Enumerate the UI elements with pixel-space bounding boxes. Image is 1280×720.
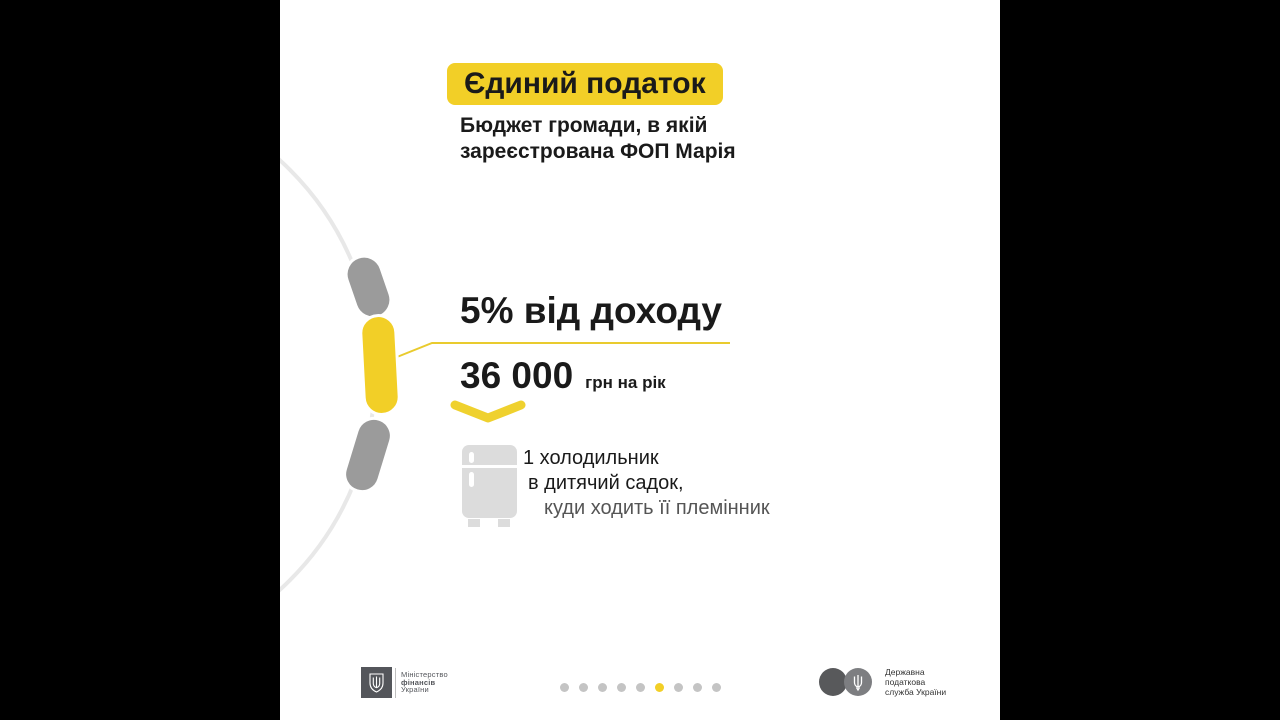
pagination-dot (712, 683, 721, 692)
callout-connector-line (396, 342, 730, 358)
refrigerator-foot-left (468, 519, 480, 527)
trident-shield-icon (361, 667, 392, 698)
pagination-dot (674, 683, 683, 692)
tax-amount-unit: грн на рік (585, 373, 666, 392)
example-text: 1 холодильник в дитячий садок, куди ходи… (523, 446, 770, 521)
tax-amount-row: 36 000 грн на рік (460, 355, 666, 397)
tax-service-logo: Державна податкова служба України (819, 667, 946, 697)
pagination-dot (617, 683, 626, 692)
pagination-dot (693, 683, 702, 692)
example-line-1: 1 холодильник (523, 447, 659, 469)
pagination-dots (560, 683, 721, 692)
subtitle: Бюджет громади, в якій зареєстрована ФОП… (460, 113, 736, 165)
pagination-dot (560, 683, 569, 692)
title-badge: Єдиний податок (447, 63, 723, 105)
tax-logo-circle (819, 668, 847, 696)
tax-service-text: Державна податкова служба України (885, 667, 946, 697)
subtitle-line-1: Бюджет громади, в якій (460, 114, 708, 137)
pagination-dot (636, 683, 645, 692)
refrigerator-handle-top (469, 452, 474, 463)
tax-amount-value: 36 000 (460, 355, 574, 396)
subtitle-line-2: зареєстрована ФОП Марія (460, 140, 736, 163)
logo-divider (395, 667, 396, 698)
refrigerator-divider (462, 465, 517, 468)
refrigerator-foot-right (498, 519, 510, 527)
example-line-2: в дитячий садок, (528, 472, 684, 494)
minfin-text-line-1: Міністерство (401, 669, 448, 679)
refrigerator-handle-bottom (469, 472, 474, 487)
tax-text-line-1: Державна (885, 667, 925, 677)
page-title: Єдиний податок (464, 67, 706, 100)
tax-rate-heading: 5% від доходу (460, 290, 722, 331)
trident-icon (844, 668, 872, 696)
minfin-logo: Міністерство фінансів України (361, 667, 448, 698)
timeline-segment-active (358, 313, 402, 417)
minfin-logo-text: Міністерство фінансів України (401, 669, 448, 695)
chevron-down-icon (450, 400, 526, 423)
tax-text-line-3: служба України (885, 687, 947, 697)
pagination-dot (579, 683, 588, 692)
minfin-text-line-2: фінансів (401, 677, 436, 687)
pagination-dot (598, 683, 607, 692)
pagination-dot-active (655, 683, 664, 692)
tax-text-line-2: податкова (885, 677, 926, 687)
infographic-canvas: Єдиний податок Бюджет громади, в якій за… (280, 0, 1000, 720)
example-line-3: куди ходить її племінник (544, 497, 770, 519)
minfin-text-line-3: України (401, 685, 429, 695)
